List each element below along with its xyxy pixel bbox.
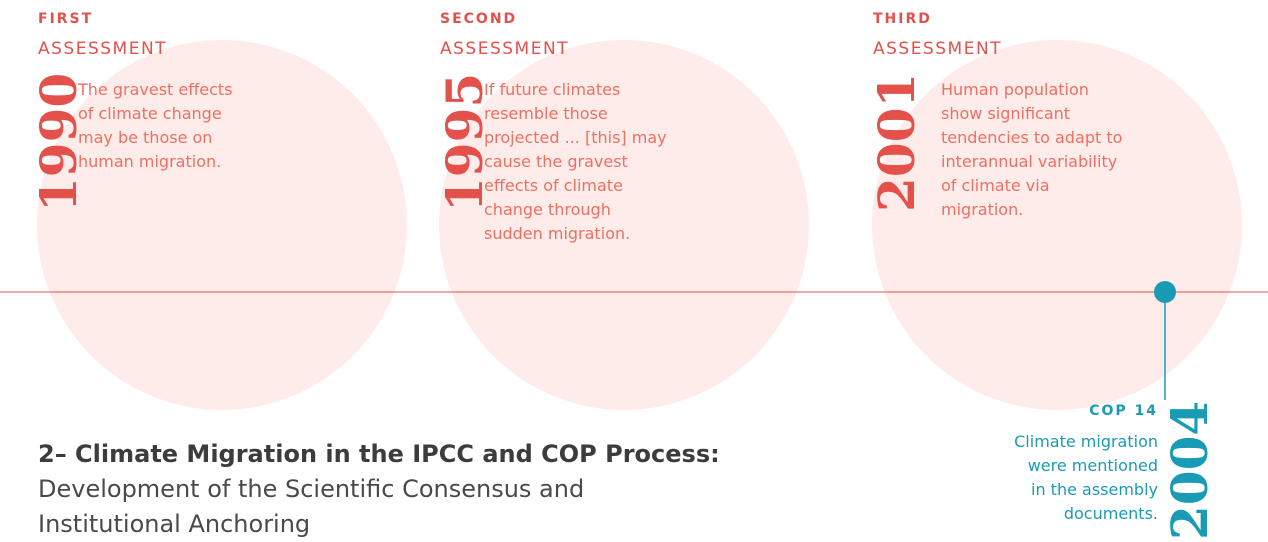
cop-text-line: documents.	[1064, 504, 1158, 523]
assessment-quote: show significant	[941, 104, 1070, 123]
cop-label: COP 14	[1089, 403, 1158, 419]
cop-text-line: were mentioned	[1028, 456, 1158, 475]
cop-text-line: Climate migration	[1014, 432, 1158, 451]
cop-dot	[1154, 281, 1176, 303]
assessment-quote: human migration.	[78, 152, 221, 171]
assessment-label: ASSESSMENT	[38, 39, 167, 59]
assessment-quote: change through	[484, 200, 611, 219]
assessment-year: 1995	[435, 73, 494, 212]
assessment-quote: effects of climate	[484, 176, 623, 195]
assessment-quote: cause the gravest	[484, 152, 628, 171]
assessment-year: 2001	[867, 73, 926, 212]
title: 2– Climate Migration in the IPCC and COP…	[38, 440, 720, 468]
assessment-label: ASSESSMENT	[440, 39, 569, 59]
assessment-ordinal: THIRD	[873, 11, 932, 27]
assessment-quote: The gravest effects	[77, 80, 233, 99]
assessment-quote: projected ... [this] may	[484, 128, 667, 147]
assessment-circle	[872, 40, 1242, 410]
subtitle-line: Development of the Scientific Consensus …	[38, 475, 584, 503]
assessment-quote: Human population	[941, 80, 1089, 99]
cop-text-line: in the assembly	[1031, 480, 1158, 499]
assessment-quote: of climate via	[941, 176, 1050, 195]
cop-year: 2004	[1160, 401, 1219, 540]
assessment-quote: If future climates	[484, 80, 620, 99]
assessment-label: ASSESSMENT	[873, 39, 1002, 59]
assessment-quote: interannual variability	[941, 152, 1117, 171]
assessment-quote: sudden migration.	[484, 224, 630, 243]
assessment-quote: of climate change	[78, 104, 222, 123]
assessment-year: 1990	[29, 73, 88, 212]
assessment-circle	[37, 40, 407, 410]
assessment-ordinal: SECOND	[440, 11, 517, 27]
cop-text: Climate migration were mentioned in the as…	[1014, 432, 1158, 523]
assessment-quote: may be those on	[78, 128, 212, 147]
subtitle: Development of the Scientific Consensus …	[38, 475, 584, 538]
assessment-quote: resemble those	[484, 104, 608, 123]
assessment-quote: migration.	[941, 200, 1023, 219]
subtitle-line: Institutional Anchoring	[38, 510, 310, 538]
assessment-circle	[439, 40, 809, 410]
assessment-ordinal: FIRST	[38, 11, 93, 27]
assessment-quote: tendencies to adapt to	[941, 128, 1122, 147]
